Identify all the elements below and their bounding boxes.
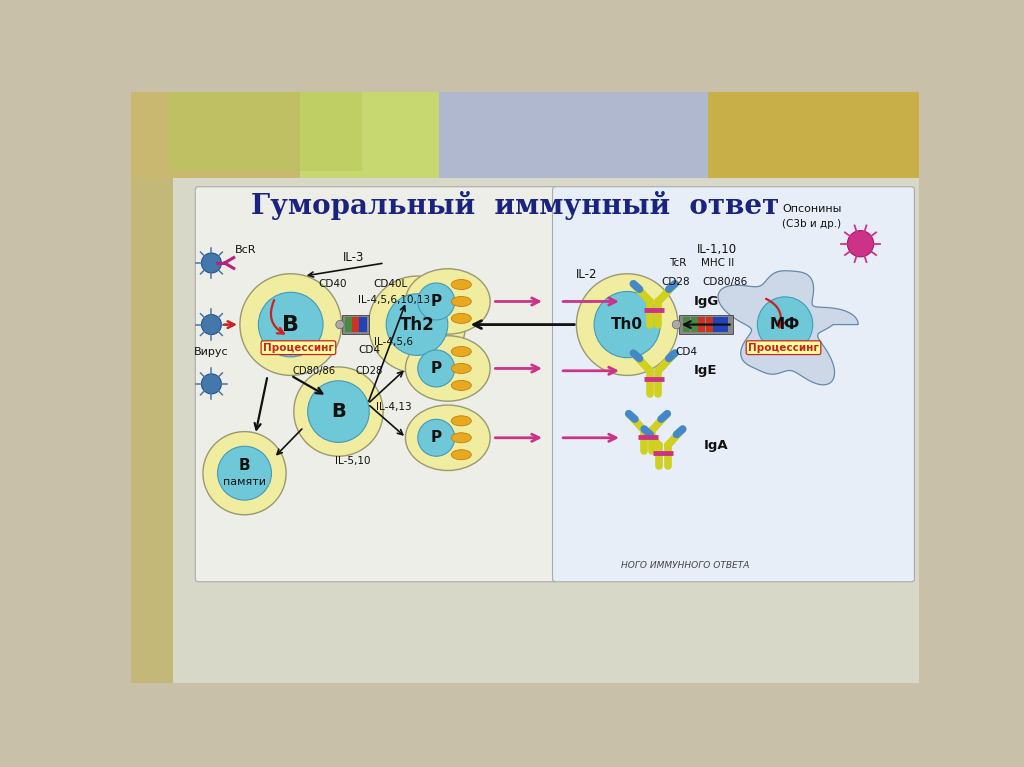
Text: IL-4,13: IL-4,13: [376, 402, 412, 412]
Text: TcR: TcR: [669, 258, 686, 268]
Circle shape: [369, 276, 466, 373]
Circle shape: [294, 367, 383, 456]
Text: CD80/86: CD80/86: [292, 366, 336, 376]
FancyBboxPatch shape: [690, 318, 697, 332]
Text: CD4: CD4: [676, 347, 697, 357]
Circle shape: [594, 291, 660, 357]
Text: Р: Р: [431, 430, 441, 446]
Text: CD4: CD4: [358, 345, 380, 355]
Circle shape: [202, 314, 221, 334]
FancyBboxPatch shape: [698, 318, 706, 332]
Circle shape: [848, 231, 873, 257]
Ellipse shape: [452, 347, 471, 357]
Text: CD80/86: CD80/86: [702, 277, 748, 287]
FancyBboxPatch shape: [300, 92, 438, 178]
Ellipse shape: [452, 314, 471, 324]
Ellipse shape: [452, 449, 471, 459]
Ellipse shape: [452, 433, 471, 443]
Text: CD28: CD28: [355, 366, 383, 376]
Text: памяти: памяти: [223, 477, 266, 488]
Text: Процессинг: Процессинг: [263, 343, 334, 353]
FancyBboxPatch shape: [355, 318, 359, 332]
Text: CD28: CD28: [662, 277, 690, 287]
Text: В: В: [239, 458, 250, 473]
Text: НОГО ИММУННОГО ОТВЕТА: НОГО ИММУННОГО ОТВЕТА: [621, 561, 750, 570]
Circle shape: [758, 297, 813, 352]
Ellipse shape: [406, 405, 490, 470]
Text: IL-3: IL-3: [343, 251, 365, 264]
FancyBboxPatch shape: [348, 318, 352, 332]
Text: IL-4,5,6: IL-4,5,6: [375, 337, 414, 347]
Text: МФ: МФ: [770, 317, 800, 332]
Circle shape: [203, 432, 286, 515]
FancyBboxPatch shape: [173, 178, 920, 683]
Ellipse shape: [452, 380, 471, 390]
FancyBboxPatch shape: [721, 318, 728, 332]
Circle shape: [672, 321, 681, 329]
Text: Опсонины: Опсонины: [782, 204, 842, 214]
Text: Р: Р: [431, 294, 441, 309]
Text: В: В: [283, 314, 299, 334]
FancyBboxPatch shape: [714, 318, 721, 332]
FancyBboxPatch shape: [679, 315, 733, 334]
Text: IL-1,10: IL-1,10: [697, 243, 737, 256]
Text: В: В: [331, 402, 346, 421]
Text: BcR: BcR: [234, 245, 256, 255]
FancyBboxPatch shape: [196, 186, 557, 581]
FancyBboxPatch shape: [553, 186, 914, 581]
Polygon shape: [718, 271, 858, 385]
Text: Th2: Th2: [399, 315, 434, 334]
FancyBboxPatch shape: [169, 92, 361, 170]
Text: Вирус: Вирус: [195, 347, 228, 357]
FancyBboxPatch shape: [706, 318, 713, 332]
FancyBboxPatch shape: [359, 318, 362, 332]
Ellipse shape: [452, 297, 471, 307]
Circle shape: [258, 292, 323, 357]
Text: IgA: IgA: [703, 439, 728, 452]
Text: Гуморальный  иммунный  ответ: Гуморальный иммунный ответ: [252, 191, 779, 219]
FancyBboxPatch shape: [131, 178, 173, 683]
FancyBboxPatch shape: [352, 318, 355, 332]
Circle shape: [202, 374, 221, 394]
Ellipse shape: [452, 416, 471, 426]
FancyBboxPatch shape: [362, 318, 367, 332]
Text: CD40: CD40: [318, 278, 346, 288]
Text: (С3b и др.): (С3b и др.): [782, 219, 842, 229]
Text: CD40L: CD40L: [374, 278, 408, 288]
Text: MHC II: MHC II: [700, 258, 734, 268]
FancyBboxPatch shape: [342, 315, 370, 334]
Circle shape: [418, 420, 455, 456]
Circle shape: [418, 350, 455, 387]
Circle shape: [577, 274, 678, 375]
Text: IgE: IgE: [694, 364, 718, 377]
Circle shape: [217, 446, 271, 500]
Circle shape: [240, 274, 342, 375]
Circle shape: [418, 283, 455, 320]
Text: IgG: IgG: [694, 295, 720, 308]
Circle shape: [307, 380, 370, 443]
Text: Р: Р: [431, 361, 441, 376]
FancyBboxPatch shape: [683, 318, 690, 332]
Ellipse shape: [452, 364, 471, 374]
Circle shape: [202, 253, 221, 273]
Circle shape: [386, 294, 447, 355]
Ellipse shape: [452, 279, 471, 290]
Circle shape: [336, 321, 344, 329]
Text: IL-4,5,6,10,13: IL-4,5,6,10,13: [357, 295, 430, 305]
Text: Процессинг: Процессинг: [749, 343, 819, 353]
Text: IL-5,10: IL-5,10: [335, 456, 370, 466]
Ellipse shape: [406, 336, 490, 401]
Ellipse shape: [406, 268, 490, 334]
FancyBboxPatch shape: [438, 92, 708, 178]
FancyBboxPatch shape: [131, 92, 300, 178]
FancyBboxPatch shape: [344, 318, 348, 332]
Text: Th0: Th0: [611, 317, 643, 332]
FancyBboxPatch shape: [708, 92, 920, 186]
Text: IL-2: IL-2: [575, 268, 597, 281]
